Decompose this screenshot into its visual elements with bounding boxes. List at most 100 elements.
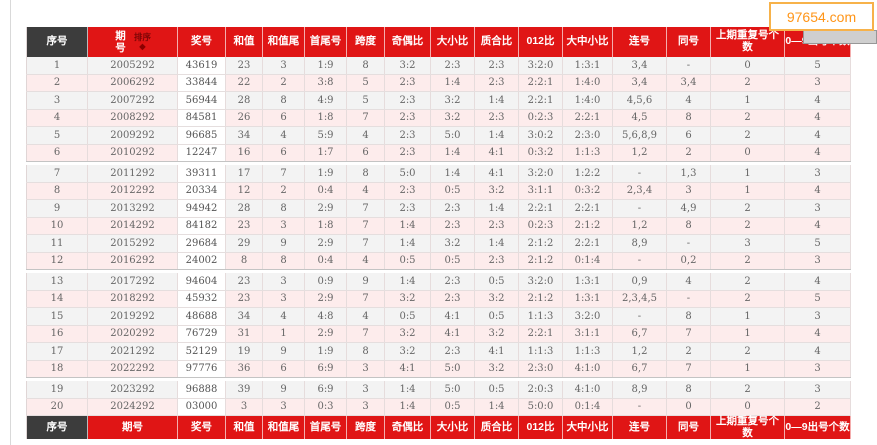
cell-repeat-count: 2 xyxy=(711,252,785,269)
cell-sum-tail: 6 xyxy=(263,144,305,161)
cell-prime-composite: 2:3 xyxy=(475,252,519,269)
cell-prime-composite: 0:5 xyxy=(475,381,519,398)
cell-same: 7 xyxy=(667,360,711,377)
sort-control[interactable]: 排序 ◆ xyxy=(134,33,151,51)
cell-span: 4 xyxy=(347,127,385,144)
cell-serial: 9 xyxy=(26,200,88,217)
cell-prime-composite: 4:1 xyxy=(475,343,519,360)
cell-period: 2017292 xyxy=(88,273,178,290)
header-big-small: 大小比 xyxy=(431,27,475,57)
cell-prime-composite: 1:4 xyxy=(475,398,519,415)
cell-serial: 1 xyxy=(26,57,88,74)
cell-same: 8 xyxy=(667,217,711,234)
cell-first-last: 1:8 xyxy=(305,109,347,126)
cell-consecutive: - xyxy=(613,252,667,269)
cell-prime-composite: 2:3 xyxy=(475,217,519,234)
table-header-row: 序号 期号 排序 ◆ 奖号 和值 和值尾 首尾号 跨度 奇偶比 大小比 质合比 012比 大中小比 连号 同号… xyxy=(26,27,851,57)
cell-prize: 03000 xyxy=(178,398,226,415)
cell-zero-one-two: 2:2:1 xyxy=(519,92,563,109)
header-big-mid-small: 大中小比 xyxy=(563,27,613,57)
cell-first-last: 1:9 xyxy=(305,57,347,74)
cell-sum-tail: 2 xyxy=(263,182,305,199)
cell-first-last: 2:9 xyxy=(305,200,347,217)
cell-repeat-count: 2 xyxy=(711,343,785,360)
cell-digit-count: 5 xyxy=(785,235,851,252)
footer-serial: 序号 xyxy=(26,416,88,439)
cell-span: 3 xyxy=(347,398,385,415)
cell-big-small: 1:4 xyxy=(431,144,475,161)
cell-sum: 34 xyxy=(226,127,263,144)
cell-zero-one-two: 3:1:1 xyxy=(519,182,563,199)
footer-span: 跨度 xyxy=(347,416,385,439)
watermark-badge[interactable]: 97654.com xyxy=(769,2,874,31)
cell-repeat-count: 2 xyxy=(711,273,785,290)
cell-repeat-count: 0 xyxy=(711,144,785,161)
cell-serial: 8 xyxy=(26,182,88,199)
cell-odd-even: 2:3 xyxy=(385,182,431,199)
cell-period: 2006292 xyxy=(88,74,178,91)
cell-digit-count: 3 xyxy=(785,200,851,217)
cell-sum-tail: 4 xyxy=(263,308,305,325)
table-row: 2 2006292 33844 22 2 3:8 5 2:3 1:4 2:3 2:2:1 1:4:0 3… xyxy=(26,74,851,92)
cell-zero-one-two: 5:0:0 xyxy=(519,398,563,415)
cell-span: 5 xyxy=(347,74,385,91)
cell-prize: 39311 xyxy=(178,165,226,182)
cell-odd-even: 2:3 xyxy=(385,144,431,161)
cell-serial: 2 xyxy=(26,74,88,91)
cell-prime-composite: 1:4 xyxy=(475,127,519,144)
cell-prime-composite: 1:4 xyxy=(475,200,519,217)
cell-zero-one-two: 1:1:3 xyxy=(519,308,563,325)
cell-serial: 15 xyxy=(26,308,88,325)
cell-span: 7 xyxy=(347,235,385,252)
cell-digit-count: 4 xyxy=(785,127,851,144)
footer-prize: 奖号 xyxy=(178,416,226,439)
table-row: 3 2007292 56944 28 8 4:9 5 2:3 3:2 1:4 2:2:1 1:4:0 4… xyxy=(26,92,851,110)
cell-prime-composite: 1:4 xyxy=(475,235,519,252)
cell-span: 7 xyxy=(347,109,385,126)
cell-prize: 96888 xyxy=(178,381,226,398)
cell-sum: 23 xyxy=(226,217,263,234)
cell-zero-one-two: 0:3:2 xyxy=(519,144,563,161)
cell-digit-count: 5 xyxy=(785,57,851,74)
footer-big-small: 大小比 xyxy=(431,416,475,439)
partial-overlay-box xyxy=(803,30,877,44)
cell-prize: 33844 xyxy=(178,74,226,91)
cell-big-small: 5:0 xyxy=(431,360,475,377)
cell-consecutive: 1,2 xyxy=(613,217,667,234)
cell-digit-count: 3 xyxy=(785,252,851,269)
cell-odd-even: 0:5 xyxy=(385,252,431,269)
table-row: 1 2005292 43619 23 3 1:9 8 3:2 2:3 2:3 3:2:0 1:3:1 3… xyxy=(26,57,851,75)
cell-big-mid-small: 4:1:0 xyxy=(563,381,613,398)
cell-big-mid-small: 1:3:1 xyxy=(563,57,613,74)
cell-big-mid-small: 1:4:0 xyxy=(563,92,613,109)
cell-first-last: 1:7 xyxy=(305,144,347,161)
header-period[interactable]: 期号 排序 ◆ xyxy=(88,27,178,57)
cell-sum: 19 xyxy=(226,343,263,360)
cell-odd-even: 2:3 xyxy=(385,127,431,144)
cell-span: 7 xyxy=(347,217,385,234)
cell-sum: 16 xyxy=(226,144,263,161)
cell-period: 2013292 xyxy=(88,200,178,217)
table-row: 8 2012292 20334 12 2 0:4 4 2:3 0:5 3:2 3:1:1 0:3:2 2… xyxy=(26,182,851,200)
cell-serial: 13 xyxy=(26,273,88,290)
cell-same: 3,4 xyxy=(667,74,711,91)
cell-digit-count: 4 xyxy=(785,343,851,360)
cell-big-mid-small: 4:1:0 xyxy=(563,360,613,377)
cell-first-last: 6:9 xyxy=(305,381,347,398)
cell-sum: 29 xyxy=(226,235,263,252)
cell-span: 6 xyxy=(347,144,385,161)
cell-zero-one-two: 2:1:2 xyxy=(519,252,563,269)
cell-span: 4 xyxy=(347,182,385,199)
cell-sum-tail: 8 xyxy=(263,92,305,109)
cell-first-last: 6:9 xyxy=(305,360,347,377)
cell-consecutive: 5,6,8,9 xyxy=(613,127,667,144)
cell-sum: 22 xyxy=(226,74,263,91)
footer-first-last: 首尾号 xyxy=(305,416,347,439)
cell-serial: 12 xyxy=(26,252,88,269)
cell-prime-composite: 3:2 xyxy=(475,290,519,307)
cell-sum-tail: 7 xyxy=(263,165,305,182)
cell-consecutive: 1,2 xyxy=(613,343,667,360)
cell-repeat-count: 0 xyxy=(711,57,785,74)
cell-sum: 23 xyxy=(226,273,263,290)
cell-zero-one-two: 3:2:0 xyxy=(519,273,563,290)
